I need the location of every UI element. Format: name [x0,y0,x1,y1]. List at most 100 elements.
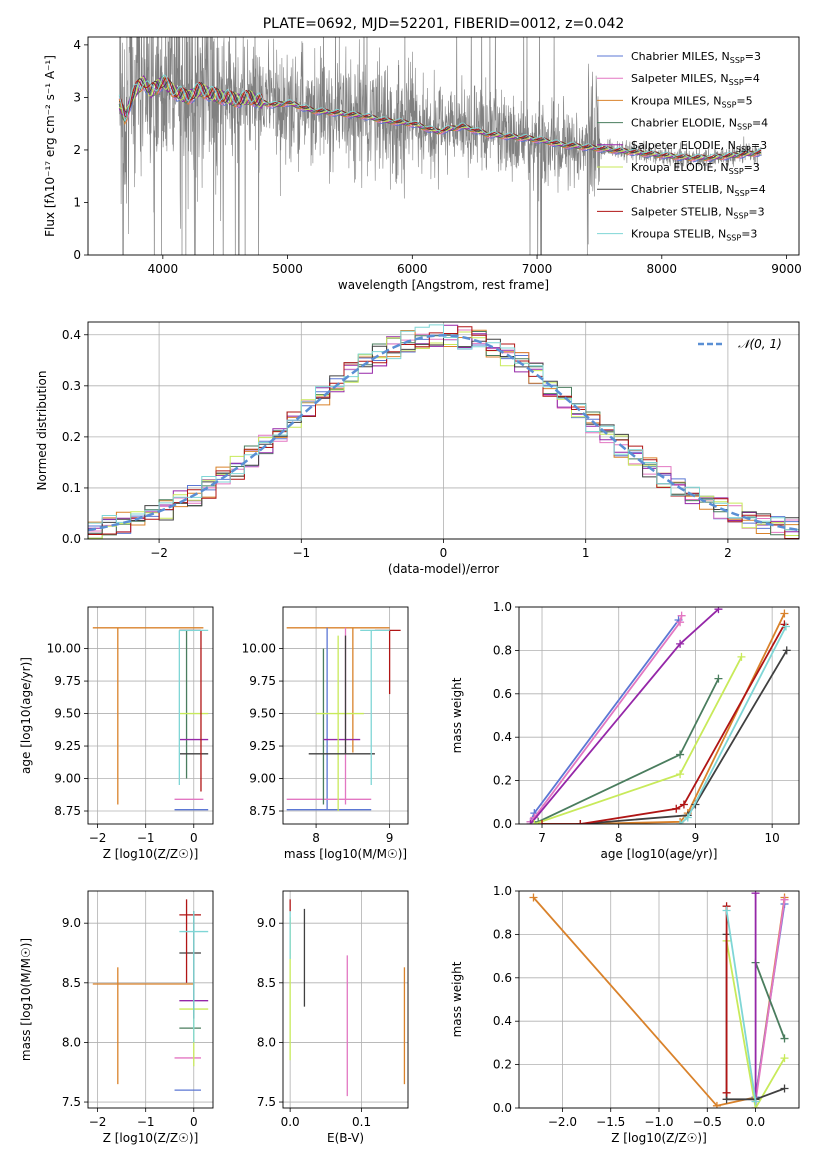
data-point [683,813,692,822]
x-tick-label: −2 [89,831,107,845]
data-point [780,1054,789,1063]
x-tick-label: 8 [312,831,320,845]
x-axis-label: mass [log10(M/M☉)] [284,847,407,861]
x-tick-label: 0.0 [281,1115,300,1129]
series-line [725,940,786,1108]
x-tick-label: 0 [440,546,448,560]
data-point [679,800,688,809]
y-tick-label: 9.00 [249,772,276,786]
plot-frame [518,890,800,1109]
y-tick-label: 0.2 [493,774,512,788]
x-tick-label: −0.5 [693,1115,722,1129]
y-tick-label: 8.75 [249,804,276,818]
grid [283,891,408,1108]
axes-mass-vs-Z: −2 −1 0 7.5 8.0 8.5 9.0 Z [log10(Z/Z☉)] mass [lo… [19,891,213,1145]
grid [88,607,213,824]
data-point [676,770,685,779]
x-tick-label: 0.1 [352,1115,371,1129]
axes-age-vs-mass: 8 9 8.75 9.00 9.25 9.50 9.75 10.00 mass [log10(M… [242,607,408,861]
y-axis-label: Normed distribution [35,371,49,491]
x-tick-label: 4000 [148,262,179,276]
errorbar-plot [92,899,209,1091]
legend-label: Chabrier STELIB, NSSP=4 [631,183,766,198]
x-tick-label: −2.0 [548,1115,577,1129]
data-point [714,607,723,614]
data-point [722,1088,731,1097]
data-point [780,895,789,904]
data-point [677,611,686,620]
series-line [534,656,743,824]
y-tick-label: 9.00 [54,772,81,786]
data-point [751,891,760,898]
plot-frame [518,606,800,825]
axes-age-vs-Z: −2 −1 0 8.75 9.00 9.25 9.50 9.75 10.00 Z [log10(Z… [19,607,213,861]
y-tick-label: 0.6 [493,971,512,985]
x-tick-label: −1 [137,1115,155,1129]
y-tick-label: 0.0 [493,1101,512,1115]
x-tick-label: 6000 [397,262,428,276]
y-tick-label: 8.0 [62,1035,81,1049]
y-tick-label: 0.6 [493,687,512,701]
y-axis-label: age [log10(age/yr)] [19,657,33,774]
grid [88,322,799,540]
y-axis-label: mass weight [450,961,464,1037]
data-point [781,622,790,631]
data-point [676,750,685,759]
y-tick-label: 0.3 [62,379,81,393]
y-axis-label: mass weight [450,677,464,753]
y-axis-label: mass [log10(M/M☉)] [19,938,33,1061]
x-axis-label: (data-model)/error [388,562,499,576]
plot-frame [282,606,409,825]
x-axis-label: Z [log10(Z/Z☉)] [611,1131,707,1145]
series-line [542,623,786,824]
y-tick-label: 0.4 [493,730,512,744]
y-tick-label: 1.0 [493,600,512,614]
series-line [529,615,683,823]
y-tick-label: 9.75 [54,674,81,688]
y-tick-label: 2 [73,143,81,157]
x-axis-label: E(B-V) [327,1131,364,1145]
plot-frame [282,890,409,1109]
data-point [672,804,681,813]
plot-frame [87,606,214,825]
errorbar-plot [289,899,406,1097]
legend-label: Chabrier MILES, NSSP=3 [631,50,761,65]
axes-spectrum: 4000 5000 6000 7000 8000 9000 0 1 2 3 4 wavelength … [43,38,802,292]
y-tick-label: 8.5 [257,976,276,990]
x-tick-label: 1 [582,546,590,560]
model-line [119,77,762,159]
y-tick-label: 9.25 [249,739,276,753]
y-tick-label: 0.8 [493,927,512,941]
y-tick-label: 7.5 [62,1095,81,1109]
histogram-step [88,324,799,531]
data-point [780,1084,789,1093]
data-point [676,639,685,648]
x-tick-label: 0.0 [746,1115,765,1129]
x-tick-label: 5000 [272,262,303,276]
y-tick-label: 9.50 [54,707,81,721]
x-tick-label: 10 [765,831,780,845]
data-point [722,906,731,915]
y-axis-label: Flux [fλ10⁻¹⁷ erg cm⁻² s⁻¹ A⁻¹] [43,55,57,237]
plot-frame [87,36,800,256]
y-tick-label: 0.0 [62,532,81,546]
x-tick-label: 8 [615,831,623,845]
chart-title: PLATE=0692, MJD=52201, FIBERID=0012, z=0… [263,16,625,32]
series-line [725,910,757,1102]
histogram-step [88,334,799,534]
axes-residuals: −2 −1 0 1 2 0.0 0.1 0.2 0.3 0.4 (data-model)/error… [35,322,799,576]
x-tick-label: −1.0 [644,1115,673,1129]
grid [88,891,213,1108]
y-tick-label: 1.0 [493,884,512,898]
y-tick-label: 4 [73,38,81,52]
legend-label: Chabrier ELODIE, NSSP=4 [631,117,768,132]
series-line [537,678,720,823]
axes-mass-vs-ebv: 0.0 0.1 7.5 8.0 8.5 9.0 E(B-V) [257,891,408,1145]
x-tick-label: 7000 [522,262,553,276]
axes-mass-weight-vs-Z: −2.0 −1.5 −1.0 −0.5 0.0 0.0 0.2 0.4 0.6 0.8 1.0 Z [… [450,884,799,1145]
data-point [737,652,746,661]
y-tick-label: 8.75 [54,804,81,818]
plot-frame [87,321,800,540]
data-point [780,609,789,618]
y-tick-label: 0.2 [493,1058,512,1072]
